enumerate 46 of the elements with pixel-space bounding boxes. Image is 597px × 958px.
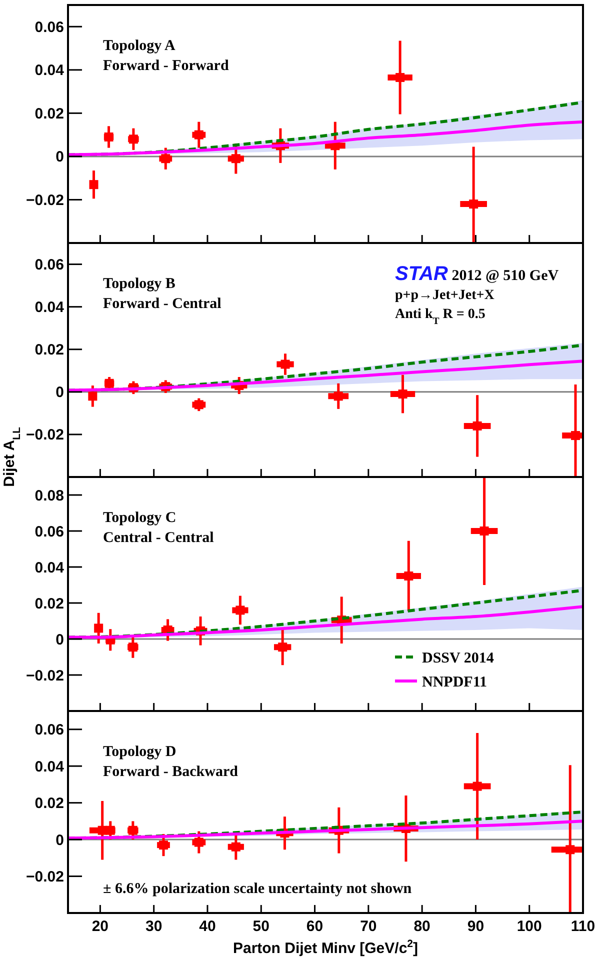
annotation: p+p→Jet+Jet+X xyxy=(395,288,494,303)
y-tick-label: 0.06 xyxy=(34,523,64,540)
annotation: Topology D xyxy=(103,744,176,760)
x-tick-label: 80 xyxy=(414,918,430,935)
x-tick-label: 40 xyxy=(199,918,216,935)
legend-label: DSSV 2014 xyxy=(422,650,494,666)
x-tick-label: 110 xyxy=(570,918,596,935)
legend-label: NNPDF11 xyxy=(422,674,487,690)
x-tick-label: 100 xyxy=(516,918,542,935)
y-tick-label: 0 xyxy=(56,832,64,849)
y-tick-label: 0 xyxy=(56,384,64,402)
y-tick-label: 0.06 xyxy=(34,18,64,36)
annotation: Topology C xyxy=(103,510,176,526)
annotation: STAR 2012 @ 510 GeV xyxy=(395,263,559,285)
annotation: Topology A xyxy=(103,38,176,54)
y-tick-label: 0 xyxy=(56,631,64,648)
y-tick-label: 0.04 xyxy=(34,62,65,80)
annotation: Forward - Central xyxy=(103,296,222,312)
x-tick-label: 70 xyxy=(360,918,377,935)
y-tick-label: 0.02 xyxy=(34,342,64,359)
y-tick-label: 0.04 xyxy=(34,758,65,776)
annotation: Forward - Backward xyxy=(103,764,239,780)
annotation: ± 6.6% polarization scale uncertainty not shown xyxy=(103,881,412,897)
y-tick-label: 0.04 xyxy=(34,559,65,576)
annotation: Forward - Forward xyxy=(103,58,230,74)
y-tick-label: 0.02 xyxy=(34,105,64,122)
y-tick-label: 0.06 xyxy=(34,256,64,274)
annotation: Central - Central xyxy=(103,530,214,546)
y-tick-label: −0.02 xyxy=(26,868,64,886)
annotation: Topology B xyxy=(103,276,176,292)
x-tick-label: 60 xyxy=(306,918,324,935)
y-tick-label: −0.02 xyxy=(26,192,64,209)
y-tick-label: 0.02 xyxy=(34,795,64,812)
y-tick-label: −0.02 xyxy=(26,426,64,444)
y-tick-label: 0.08 xyxy=(34,487,64,504)
x-tick-label: 90 xyxy=(467,918,484,935)
x-axis-title: Parton Dijet Minv [GeV/c$^{2}$] xyxy=(232,938,418,957)
x-tick-label: 30 xyxy=(145,918,162,935)
y-tick-label: 0.02 xyxy=(34,595,64,612)
y-tick-label: 0.06 xyxy=(34,722,64,739)
annotation: Anti k$_{T}$ R = 0.5 xyxy=(395,307,486,326)
y-tick-label: 0.04 xyxy=(34,299,65,316)
y-tick-label: 0 xyxy=(56,148,64,166)
x-tick-label: 20 xyxy=(92,918,109,935)
x-tick-label: 50 xyxy=(252,918,270,935)
y-tick-label: −0.02 xyxy=(26,667,64,684)
